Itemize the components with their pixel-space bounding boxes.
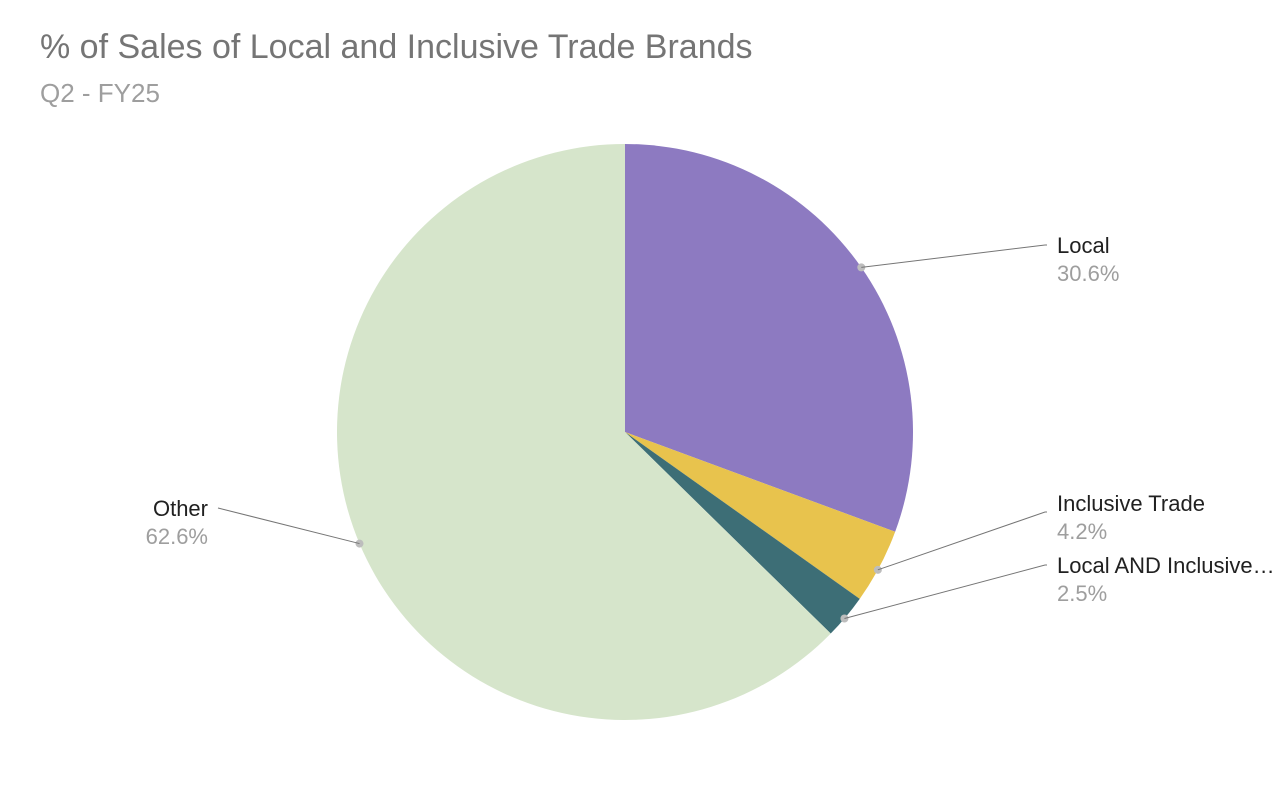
slice-label-pct: 30.6% — [1057, 260, 1119, 288]
slice-label-name: Other — [146, 495, 208, 523]
chart-container: % of Sales of Local and Inclusive Trade … — [0, 0, 1272, 786]
slice-label: Other62.6% — [146, 495, 208, 550]
slice-label: Inclusive Trade4.2% — [1057, 490, 1205, 545]
slice-label-name: Local — [1057, 232, 1119, 260]
leader-line — [861, 245, 1047, 267]
slice-label: Local30.6% — [1057, 232, 1119, 287]
pie-chart: Local30.6% Inclusive Trade4.2% Local AND I… — [0, 0, 1272, 786]
slice-label-name: Local AND Inclusive… — [1057, 552, 1272, 580]
slice-label-pct: 4.2% — [1057, 518, 1205, 546]
slice-label-pct: 62.6% — [146, 523, 208, 551]
slice-label: Local AND Inclusive…2.5% — [1057, 552, 1272, 607]
slice-label-name: Inclusive Trade — [1057, 490, 1205, 518]
slice-label-pct: 2.5% — [1057, 580, 1272, 608]
leader-line — [878, 512, 1047, 570]
leader-line — [218, 508, 359, 544]
